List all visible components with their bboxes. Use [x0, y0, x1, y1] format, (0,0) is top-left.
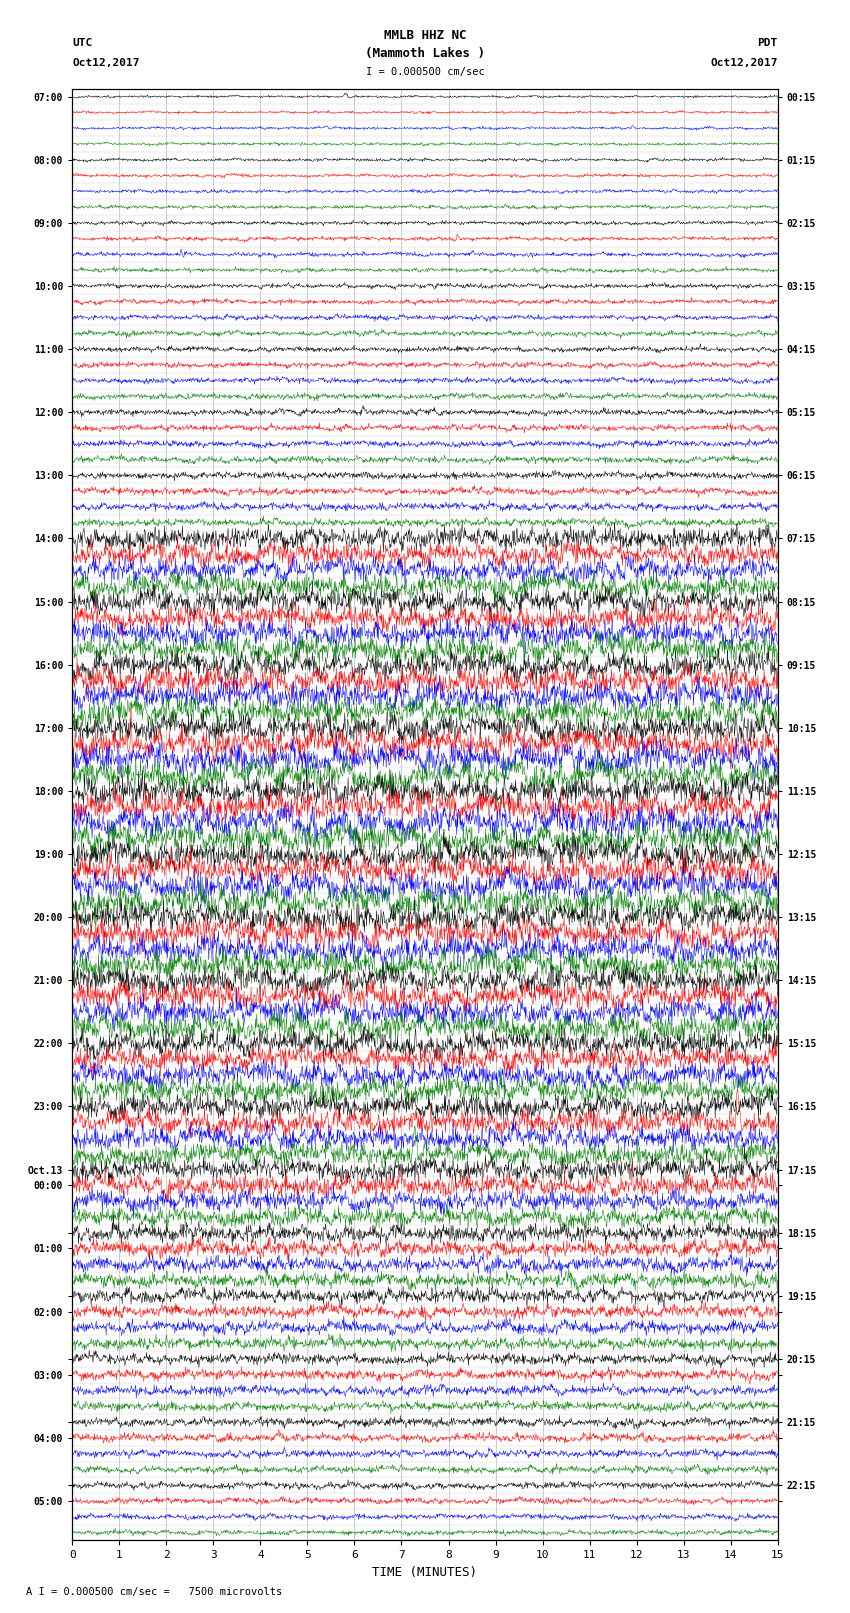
- X-axis label: TIME (MINUTES): TIME (MINUTES): [372, 1566, 478, 1579]
- Text: A I = 0.000500 cm/sec =   7500 microvolts: A I = 0.000500 cm/sec = 7500 microvolts: [26, 1587, 281, 1597]
- Text: PDT: PDT: [757, 39, 778, 48]
- Text: (Mammoth Lakes ): (Mammoth Lakes ): [365, 47, 485, 60]
- Text: Oct12,2017: Oct12,2017: [711, 58, 778, 68]
- Text: Oct12,2017: Oct12,2017: [72, 58, 139, 68]
- Text: UTC: UTC: [72, 39, 93, 48]
- Text: I = 0.000500 cm/sec: I = 0.000500 cm/sec: [366, 68, 484, 77]
- Text: MMLB HHZ NC: MMLB HHZ NC: [383, 29, 467, 42]
